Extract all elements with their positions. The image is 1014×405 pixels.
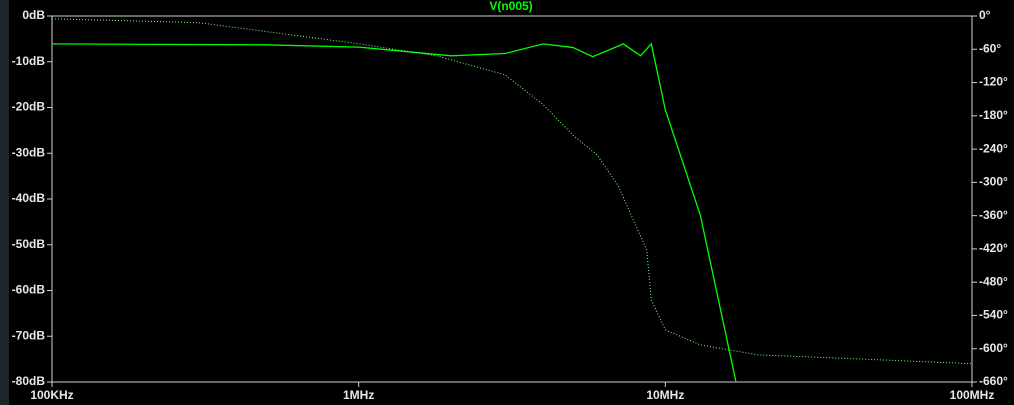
y2-tick-label: -660° bbox=[979, 374, 1008, 388]
magnitude-line bbox=[52, 42, 737, 382]
y-tick-label: -50dB bbox=[12, 237, 46, 251]
y2-tick-label: -240° bbox=[979, 141, 1008, 155]
y-tick-label: -80dB bbox=[12, 374, 46, 388]
y-tick-label: -30dB bbox=[12, 145, 46, 159]
plot-frame bbox=[51, 15, 973, 383]
y2-tick-label: -420° bbox=[979, 241, 1008, 255]
y2-tick-label: -180° bbox=[979, 108, 1008, 122]
phase-line bbox=[52, 18, 972, 365]
y-tick-label: 0dB bbox=[22, 8, 45, 22]
y2-tick-label: -300° bbox=[979, 175, 1008, 189]
y2-tick-label: -360° bbox=[979, 208, 1008, 222]
y2-tick-label: -480° bbox=[979, 274, 1008, 288]
y-tick-label: -70dB bbox=[12, 328, 46, 342]
x-tick-label: 100MHz bbox=[950, 388, 995, 402]
x-tick-label: 10MHz bbox=[646, 388, 684, 402]
window-edge bbox=[0, 0, 9, 405]
y2-tick-label: 0° bbox=[979, 8, 991, 22]
x-tick-label: 100KHz bbox=[30, 388, 73, 402]
y-tick-label: -40dB bbox=[12, 191, 46, 205]
y2-tick-label: -120° bbox=[979, 75, 1008, 89]
y2-tick-label: -540° bbox=[979, 308, 1008, 322]
y-tick-label: -20dB bbox=[12, 100, 46, 114]
y2-tick-label: -60° bbox=[979, 41, 1001, 55]
x-tick-label: 1MHz bbox=[343, 388, 374, 402]
trace-title: V(n005) bbox=[489, 0, 532, 13]
y-tick-label: -60dB bbox=[12, 283, 46, 297]
y-tick-label: -10dB bbox=[12, 54, 46, 68]
y2-tick-label: -600° bbox=[979, 341, 1008, 355]
